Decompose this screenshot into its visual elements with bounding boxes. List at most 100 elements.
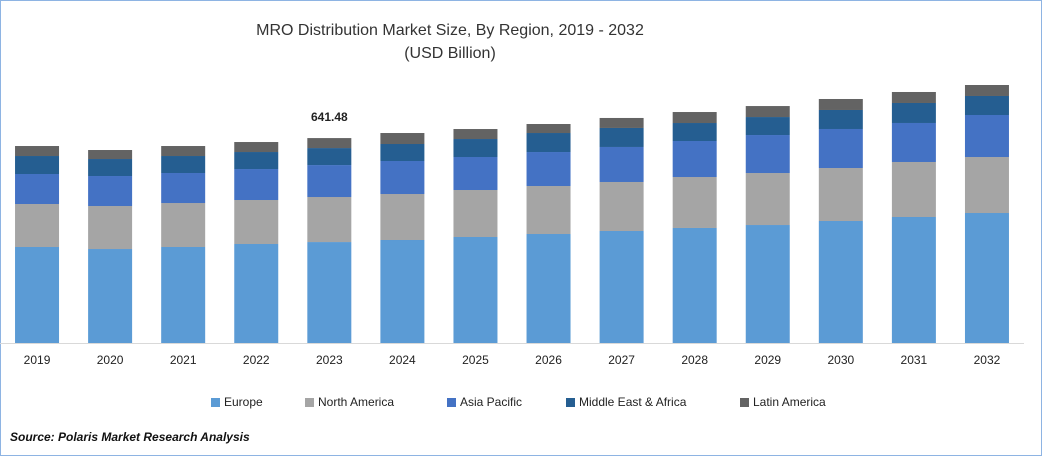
bar-segment (818, 167, 863, 221)
bar-segment (161, 247, 206, 343)
legend-label: Latin America (753, 395, 826, 409)
bar-segment (891, 217, 936, 343)
legend-swatch (211, 398, 220, 407)
x-tick-label: 2020 (97, 353, 124, 367)
bar-segment (15, 204, 60, 248)
bar-segment (453, 157, 498, 191)
bar-segment (453, 129, 498, 140)
bar-segment (307, 197, 352, 243)
bar-segment (380, 240, 425, 343)
bar-segment (88, 249, 133, 343)
bar-segment (15, 146, 60, 157)
bar-segment (599, 230, 644, 343)
bar-segment (891, 102, 936, 123)
x-tick-label: 2028 (681, 353, 708, 367)
bar-segment (234, 152, 279, 170)
bar-segment (599, 181, 644, 231)
bar-segment (234, 169, 279, 201)
chart-subtitle: (USD Billion) (404, 45, 496, 62)
legend-label: North America (318, 395, 394, 409)
x-tick-label: 2023 (316, 353, 343, 367)
bar-segment (672, 141, 717, 178)
x-tick-label: 2026 (535, 353, 562, 367)
bar-segment (234, 243, 279, 343)
x-tick-label: 2027 (608, 353, 635, 367)
bar-segment (964, 157, 1009, 214)
bar-segment (672, 112, 717, 124)
bar-segment (599, 117, 644, 128)
total-label: 641.48 (311, 110, 348, 124)
x-tick-label: 2029 (754, 353, 781, 367)
bar-segment (964, 85, 1009, 96)
bar-segment (745, 225, 790, 343)
bar-segment (88, 159, 133, 177)
bar-segment (15, 156, 60, 175)
bar-segment (234, 200, 279, 244)
bar-segment (453, 190, 498, 238)
bar-segment (161, 146, 206, 157)
source: Source: Polaris Market Research Analysis (10, 430, 250, 444)
x-tick-label: 2031 (901, 353, 928, 367)
bar-segment (88, 176, 133, 207)
chart-title: MRO Distribution Market Size, By Region,… (256, 22, 644, 39)
legend-label: Asia Pacific (460, 395, 522, 409)
legend-swatch (740, 398, 749, 407)
bar-segment (380, 133, 425, 145)
bar-segment (88, 150, 133, 160)
bar-segment (15, 247, 60, 343)
legend-swatch (566, 398, 575, 407)
x-tick-label: 2019 (24, 353, 51, 367)
bar-segment (964, 95, 1009, 115)
bar-segment (526, 186, 571, 234)
bar-segment (745, 117, 790, 136)
bar-segment (234, 142, 279, 153)
bar-segment (891, 91, 936, 103)
bar-segment (380, 144, 425, 162)
bar-segment (161, 203, 206, 248)
x-tick-label: 2032 (974, 353, 1001, 367)
bar-segment (745, 173, 790, 226)
legend-label: Europe (224, 395, 263, 409)
bar-segment (307, 242, 352, 343)
x-tick-label: 2021 (170, 353, 197, 367)
bar-segment (891, 161, 936, 218)
bar-segment (380, 194, 425, 241)
bar-segment (526, 152, 571, 187)
bar-segment (818, 220, 863, 343)
x-tick-label: 2022 (243, 353, 270, 367)
x-tick-label: 2025 (462, 353, 489, 367)
bar-segment (818, 98, 863, 110)
bar-segment (745, 135, 790, 174)
bar-segment (672, 227, 717, 343)
bar-segment (964, 114, 1009, 158)
x-tick-label: 2030 (827, 353, 854, 367)
bar-segment (380, 161, 425, 195)
bar-segment (891, 122, 936, 162)
bar-segment (307, 165, 352, 198)
bar-segment (88, 206, 133, 250)
bar-segment (526, 124, 571, 134)
bar-segment (526, 233, 571, 343)
bar-segment (599, 127, 644, 147)
bar-segment (818, 109, 863, 129)
x-tick-label: 2024 (389, 353, 416, 367)
legend-label: Middle East & Africa (579, 395, 687, 409)
bar-segment (161, 173, 206, 204)
bar-segment (672, 123, 717, 142)
bar-segment (453, 139, 498, 158)
bar-segment (672, 177, 717, 228)
bar-segment (307, 148, 352, 166)
bar-segment (818, 128, 863, 168)
bar-segment (453, 237, 498, 343)
bar-segment (161, 156, 206, 174)
bar-segment (15, 174, 60, 205)
bar-segment (526, 133, 571, 153)
bar-segment (599, 146, 644, 182)
bar-segment (964, 213, 1009, 343)
legend-swatch (305, 398, 314, 407)
bar-segment (745, 106, 790, 118)
legend-swatch (447, 398, 456, 407)
